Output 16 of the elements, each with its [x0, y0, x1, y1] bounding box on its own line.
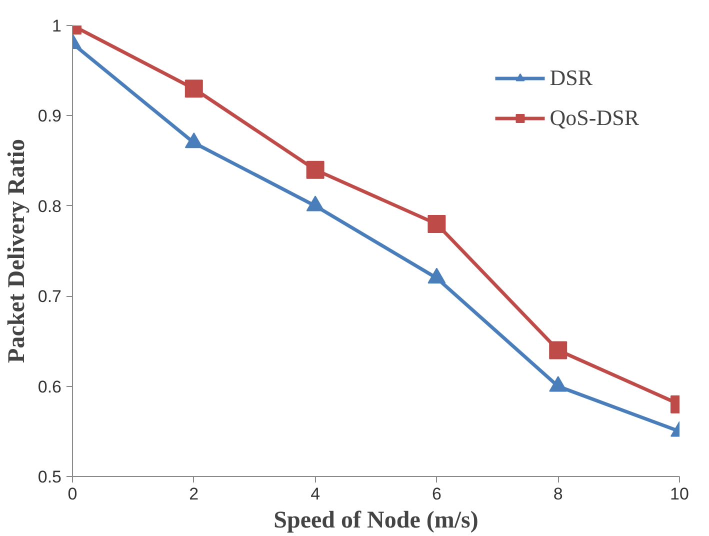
x-tick-label: 8 [553, 484, 563, 504]
y-tick-label: 0.7 [38, 287, 62, 306]
legend-label: DSR [550, 65, 593, 91]
x-axis-title: Speed of Node (m/s) [274, 508, 478, 534]
y-tick-label: 0.5 [38, 468, 62, 486]
y-tick-label: 1 [52, 16, 62, 36]
y-axis-title: Packet Delivery Ratio [4, 139, 30, 363]
x-tick-label: 4 [310, 484, 320, 504]
x-tick-label: 0 [68, 484, 78, 504]
y-tick-label: 0.8 [38, 196, 62, 216]
x-tick-label: 2 [189, 484, 199, 504]
y-tick-label: 0.6 [38, 377, 62, 396]
x-tick-label: 6 [432, 484, 442, 504]
y-tick-label: 0.9 [38, 106, 62, 126]
x-tick-label: 10 [670, 484, 689, 504]
legend-label: QoS-DSR [550, 105, 639, 131]
